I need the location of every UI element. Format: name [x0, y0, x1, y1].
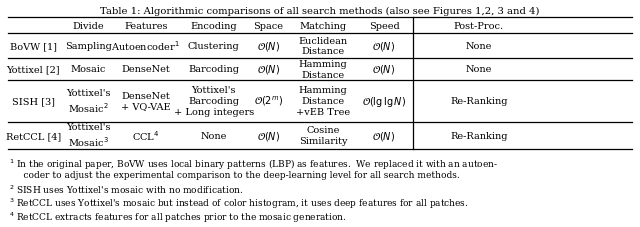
- Text: RetCCL [4]: RetCCL [4]: [6, 131, 61, 140]
- Text: Euclidean
Distance: Euclidean Distance: [299, 37, 348, 56]
- Text: Table 1: Algorithmic comparisons of all search methods (also see Figures 1,2, 3 : Table 1: Algorithmic comparisons of all …: [100, 7, 540, 16]
- Text: Barcoding: Barcoding: [188, 65, 239, 74]
- Text: $\mathcal{O}(N)$: $\mathcal{O}(N)$: [372, 129, 396, 142]
- Text: $\mathcal{O}(\mathrm{lg\,lg\,}N)$: $\mathcal{O}(\mathrm{lg\,lg\,}N)$: [362, 94, 406, 108]
- Text: Space: Space: [253, 22, 283, 31]
- Text: Encoding: Encoding: [191, 22, 237, 31]
- Text: Autoencoder$^1$: Autoencoder$^1$: [111, 39, 180, 53]
- Text: None: None: [465, 42, 492, 51]
- Text: Yottixel [2]: Yottixel [2]: [6, 65, 60, 74]
- Text: Matching: Matching: [300, 22, 347, 31]
- Text: CCL$^4$: CCL$^4$: [132, 129, 159, 143]
- Text: $^1$ In the original paper, BoVW uses local binary patterns (LBP) as features.  : $^1$ In the original paper, BoVW uses lo…: [9, 157, 498, 171]
- Text: Features: Features: [124, 22, 168, 31]
- Text: Yottixel's
Mosaic$^3$: Yottixel's Mosaic$^3$: [66, 123, 111, 148]
- Text: DenseNet: DenseNet: [122, 65, 170, 74]
- Text: Re-Ranking: Re-Ranking: [450, 131, 508, 140]
- Text: $\mathcal{O}(N)$: $\mathcal{O}(N)$: [372, 63, 396, 76]
- Text: Clustering: Clustering: [188, 42, 239, 51]
- Text: $\mathcal{O}(N)$: $\mathcal{O}(N)$: [257, 63, 280, 76]
- Text: coder to adjust the experimental comparison to the deep-learning level for all s: coder to adjust the experimental compari…: [9, 170, 460, 179]
- Text: Re-Ranking: Re-Ranking: [450, 97, 508, 106]
- Text: $\mathcal{O}(2^m)$: $\mathcal{O}(2^m)$: [253, 95, 283, 108]
- Text: Yottixel's
Mosaic$^2$: Yottixel's Mosaic$^2$: [66, 89, 111, 114]
- Text: $\mathcal{O}(N)$: $\mathcal{O}(N)$: [257, 40, 280, 53]
- Text: None: None: [200, 131, 227, 140]
- Text: None: None: [465, 65, 492, 74]
- Text: Divide: Divide: [72, 22, 104, 31]
- Text: Mosaic: Mosaic: [70, 65, 106, 74]
- Text: Yottixel's
Barcoding
+ Long integers: Yottixel's Barcoding + Long integers: [173, 86, 254, 116]
- Text: $^2$ SISH uses Yottixel's mosaic with no modification.: $^2$ SISH uses Yottixel's mosaic with no…: [9, 183, 243, 195]
- Text: Hamming
Distance
+vEB Tree: Hamming Distance +vEB Tree: [296, 86, 350, 116]
- Text: SISH [3]: SISH [3]: [12, 97, 55, 106]
- Text: Post-Proc.: Post-Proc.: [454, 22, 504, 31]
- Text: BoVW [1]: BoVW [1]: [10, 42, 57, 51]
- Text: $^4$ RetCCL extracts features for all patches prior to the mosaic generation.: $^4$ RetCCL extracts features for all pa…: [9, 209, 346, 224]
- Text: $^3$ RetCCL uses Yottixel's mosaic but instead of color histogram, it uses deep : $^3$ RetCCL uses Yottixel's mosaic but i…: [9, 196, 468, 210]
- Text: DenseNet
+ VQ-VAE: DenseNet + VQ-VAE: [121, 91, 171, 111]
- Text: $\mathcal{O}(N)$: $\mathcal{O}(N)$: [372, 40, 396, 53]
- Text: Speed: Speed: [369, 22, 399, 31]
- Text: Cosine
Similarity: Cosine Similarity: [299, 126, 348, 146]
- Text: Hamming
Distance: Hamming Distance: [299, 60, 348, 79]
- Text: $\mathcal{O}(N)$: $\mathcal{O}(N)$: [257, 129, 280, 142]
- Text: Sampling: Sampling: [65, 42, 112, 51]
